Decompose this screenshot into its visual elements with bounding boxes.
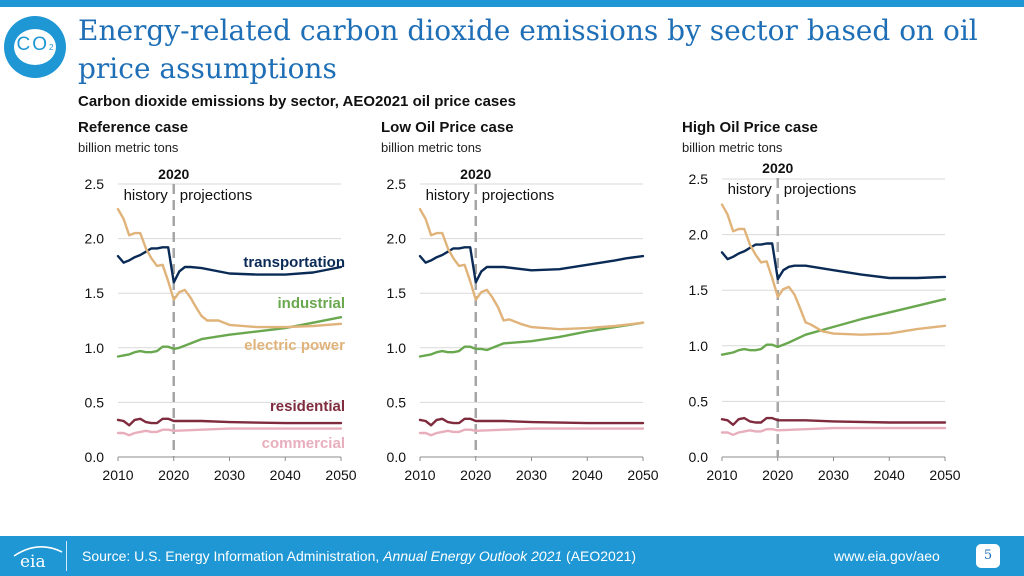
- source-suffix: (AEO2021): [562, 548, 637, 564]
- series-label-industrial: industrial: [277, 295, 345, 312]
- eia-logo-icon: eia: [13, 546, 63, 570]
- panel-unit-high-oil: billion metric tons: [682, 140, 783, 155]
- panel-unit-reference: billion metric tons: [78, 140, 179, 155]
- y-tick-high-oil-0.5: 0.5: [689, 393, 709, 409]
- slide-title: Energy-related carbon dioxide emissions …: [78, 14, 978, 85]
- panel-title-low-oil: Low Oil Price case: [381, 119, 514, 136]
- x-tick-low-oil-2050: 2050: [627, 467, 658, 483]
- footer-source: Source: U.S. Energy Information Administ…: [82, 548, 636, 564]
- y-tick-reference-2.5: 2.5: [85, 176, 105, 192]
- panel-unit-low-oil: billion metric tons: [381, 140, 482, 155]
- top-accent-bar: [0, 0, 1024, 7]
- x-tick-low-oil-2010: 2010: [404, 467, 435, 483]
- x-tick-high-oil-2020: 2020: [762, 467, 793, 483]
- series-line-low-oil-transportation: [418, 246, 645, 284]
- x-tick-low-oil-2030: 2030: [516, 467, 547, 483]
- series-line-reference-residential: [116, 417, 343, 427]
- y-tick-reference-0.5: 0.5: [85, 394, 105, 410]
- series-line-high-oil-transportation: [720, 242, 947, 281]
- x-tick-reference-2020: 2020: [158, 467, 189, 483]
- series-line-reference-transportation: [116, 246, 343, 284]
- history-label-reference: history: [124, 187, 169, 204]
- x-tick-high-oil-2040: 2040: [874, 467, 905, 483]
- y-tick-low-oil-2.5: 2.5: [387, 176, 407, 192]
- series-line-high-oil-electric_power: [720, 203, 947, 336]
- footer-bar: eia Source: U.S. Energy Information Admi…: [0, 536, 1024, 576]
- y-tick-high-oil-1.5: 1.5: [689, 282, 709, 298]
- marker-year-low-oil: 2020: [460, 166, 491, 182]
- x-tick-high-oil-2010: 2010: [706, 467, 737, 483]
- y-tick-reference-1.5: 1.5: [85, 285, 105, 301]
- y-tick-reference-2.0: 2.0: [85, 231, 105, 247]
- y-tick-high-oil-0.0: 0.0: [689, 449, 709, 465]
- x-tick-low-oil-2040: 2040: [572, 467, 603, 483]
- source-prefix: Source: U.S. Energy Information Administ…: [82, 548, 384, 564]
- series-label-commercial: commercial: [262, 435, 345, 452]
- series-label-residential: residential: [270, 398, 345, 415]
- series-label-electric_power: electric power: [244, 337, 345, 354]
- eia-logo-text: eia: [20, 552, 46, 570]
- x-tick-high-oil-2050: 2050: [929, 467, 960, 483]
- co2-icon-label: CO2: [14, 34, 56, 56]
- projections-label-high-oil: projections: [784, 181, 857, 198]
- series-label-transportation: transportation: [243, 254, 345, 271]
- series-line-reference-electric_power: [116, 207, 343, 329]
- x-tick-reference-2030: 2030: [214, 467, 245, 483]
- footer-divider: [66, 541, 67, 571]
- series-line-low-oil-industrial: [418, 321, 645, 358]
- projections-label-reference: projections: [180, 187, 253, 204]
- series-line-low-oil-residential: [418, 417, 645, 427]
- y-tick-low-oil-2.0: 2.0: [387, 231, 407, 247]
- history-label-low-oil: history: [426, 187, 471, 204]
- y-tick-low-oil-1.5: 1.5: [387, 285, 407, 301]
- x-tick-reference-2040: 2040: [270, 467, 301, 483]
- marker-year-reference: 2020: [158, 166, 189, 182]
- page-number: 5: [976, 544, 1000, 568]
- co2-icon-subscript: 2: [49, 43, 54, 52]
- series-line-high-oil-residential: [720, 416, 947, 426]
- series-line-reference-commercial: [116, 427, 343, 437]
- series-line-reference-industrial: [116, 316, 343, 358]
- x-tick-reference-2010: 2010: [102, 467, 133, 483]
- chart-subtitle: Carbon dioxide emissions by sector, AEO2…: [78, 93, 516, 110]
- series-line-high-oil-industrial: [720, 297, 947, 356]
- footer-url-link[interactable]: www.eia.gov/aeo: [834, 548, 940, 564]
- y-tick-reference-1.0: 1.0: [85, 340, 105, 356]
- series-line-low-oil-commercial: [418, 427, 645, 437]
- projections-label-low-oil: projections: [482, 187, 555, 204]
- co2-icon: CO2: [4, 16, 66, 78]
- x-tick-reference-2050: 2050: [325, 467, 356, 483]
- y-tick-low-oil-0.0: 0.0: [387, 449, 407, 465]
- y-tick-high-oil-2.0: 2.0: [689, 227, 709, 243]
- y-tick-high-oil-2.5: 2.5: [689, 171, 709, 187]
- y-tick-high-oil-1.0: 1.0: [689, 338, 709, 354]
- x-tick-low-oil-2020: 2020: [460, 467, 491, 483]
- panel-title-high-oil: High Oil Price case: [682, 119, 818, 136]
- series-line-high-oil-commercial: [720, 426, 947, 436]
- history-label-high-oil: history: [728, 181, 773, 198]
- x-tick-high-oil-2030: 2030: [818, 467, 849, 483]
- marker-year-high-oil: 2020: [762, 160, 793, 176]
- y-tick-low-oil-1.0: 1.0: [387, 340, 407, 356]
- panel-title-reference: Reference case: [78, 119, 189, 136]
- source-title: Annual Energy Outlook 2021: [383, 548, 563, 564]
- series-line-low-oil-electric_power: [418, 207, 645, 331]
- charts-area: 0.0 0.5 1.0 1.5 2.0 2.5 2010 2020 2030 2040 2050 20…: [85, 160, 961, 483]
- co2-icon-text: CO: [16, 34, 50, 55]
- y-tick-low-oil-0.5: 0.5: [387, 394, 407, 410]
- y-tick-reference-0.0: 0.0: [85, 449, 105, 465]
- co2-icon-inner: CO2: [14, 29, 56, 65]
